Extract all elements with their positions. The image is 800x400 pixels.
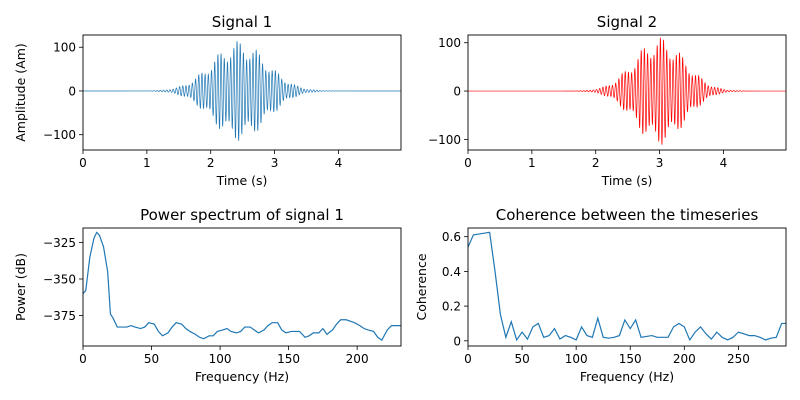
axes-frame-signal2 xyxy=(467,34,787,151)
x-tick-label-coherence-2: 100 xyxy=(565,352,588,366)
x-tick-label-power-3: 150 xyxy=(277,352,300,366)
x-tick-label-signal2-1: 1 xyxy=(528,156,536,170)
y-axis-label-signal1: Amplitude (Am) xyxy=(13,43,28,142)
chart-title-power: Power spectrum of signal 1 xyxy=(140,206,344,224)
x-tick-label-signal2-0: 0 xyxy=(464,156,472,170)
y-axis-label-coherence: Coherence xyxy=(414,253,429,320)
y-tick-label-power-0: −325 xyxy=(43,236,76,250)
y-tick-label-signal1-1: 0 xyxy=(68,84,76,98)
series-line-signal1-0 xyxy=(83,41,401,141)
x-tick-label-coherence-0: 0 xyxy=(464,352,472,366)
chart-coherence: 0 50 100 150 200 250 0 0.2 0.4 0.6 Coherence betwe… xyxy=(414,206,787,384)
x-axis-label-signal2: Time (s) xyxy=(601,173,653,188)
x-tick-label-signal1-0: 0 xyxy=(79,156,87,170)
series-line-coherence-0 xyxy=(468,231,786,342)
x-tick-label-coherence-4: 200 xyxy=(673,352,696,366)
y-tick-label-signal1-0: −100 xyxy=(43,128,76,142)
y-tick-label-coherence-0: 0 xyxy=(453,334,461,348)
chart-title-coherence: Coherence between the timeseries xyxy=(496,206,759,224)
y-axis-label-power: Power (dB) xyxy=(13,253,28,321)
y-tick-label-power-2: −375 xyxy=(43,309,76,323)
y-tick-label-signal2-0: −100 xyxy=(428,133,461,147)
chart-title-signal1: Signal 1 xyxy=(212,13,272,31)
x-tick-label-signal1-2: 2 xyxy=(207,156,215,170)
x-axis-label-signal1: Time (s) xyxy=(216,173,268,188)
y-tick-label-signal1-2: 100 xyxy=(53,41,76,55)
y-tick-label-coherence-1: 0.2 xyxy=(442,300,461,314)
y-tick-label-signal2-2: 100 xyxy=(438,36,461,50)
x-axis-label-coherence: Frequency (Hz) xyxy=(580,369,674,384)
series-line-signal2-0 xyxy=(468,37,786,145)
x-axis-label-power: Frequency (Hz) xyxy=(195,369,289,384)
x-tick-label-signal2-4: 4 xyxy=(720,156,728,170)
x-tick-label-signal2-2: 2 xyxy=(592,156,600,170)
x-tick-label-power-2: 100 xyxy=(209,352,232,366)
axes-frame-coherence xyxy=(467,227,787,347)
axes-frame-power xyxy=(82,227,402,347)
x-tick-label-coherence-3: 150 xyxy=(619,352,642,366)
chart-power: 0 50 100 150 200 −325 −350 −375 Power spectrum o… xyxy=(13,206,402,384)
axes-frame-signal1 xyxy=(82,34,402,151)
chart-title-signal2: Signal 2 xyxy=(597,13,657,31)
x-tick-label-coherence-1: 50 xyxy=(514,352,529,366)
x-tick-label-power-1: 50 xyxy=(144,352,159,366)
x-tick-label-power-4: 200 xyxy=(346,352,369,366)
x-tick-label-signal1-4: 4 xyxy=(335,156,343,170)
x-tick-label-signal1-1: 1 xyxy=(143,156,151,170)
y-tick-label-coherence-3: 0.6 xyxy=(442,230,461,244)
y-tick-label-power-1: −350 xyxy=(43,272,76,286)
x-tick-label-signal1-3: 3 xyxy=(271,156,279,170)
x-tick-label-coherence-5: 250 xyxy=(727,352,750,366)
series-line-power-0 xyxy=(83,231,401,342)
y-tick-label-coherence-2: 0.4 xyxy=(442,265,461,279)
x-tick-label-power-0: 0 xyxy=(79,352,87,366)
x-tick-label-signal2-3: 3 xyxy=(656,156,664,170)
y-tick-label-signal2-1: 0 xyxy=(453,85,461,99)
